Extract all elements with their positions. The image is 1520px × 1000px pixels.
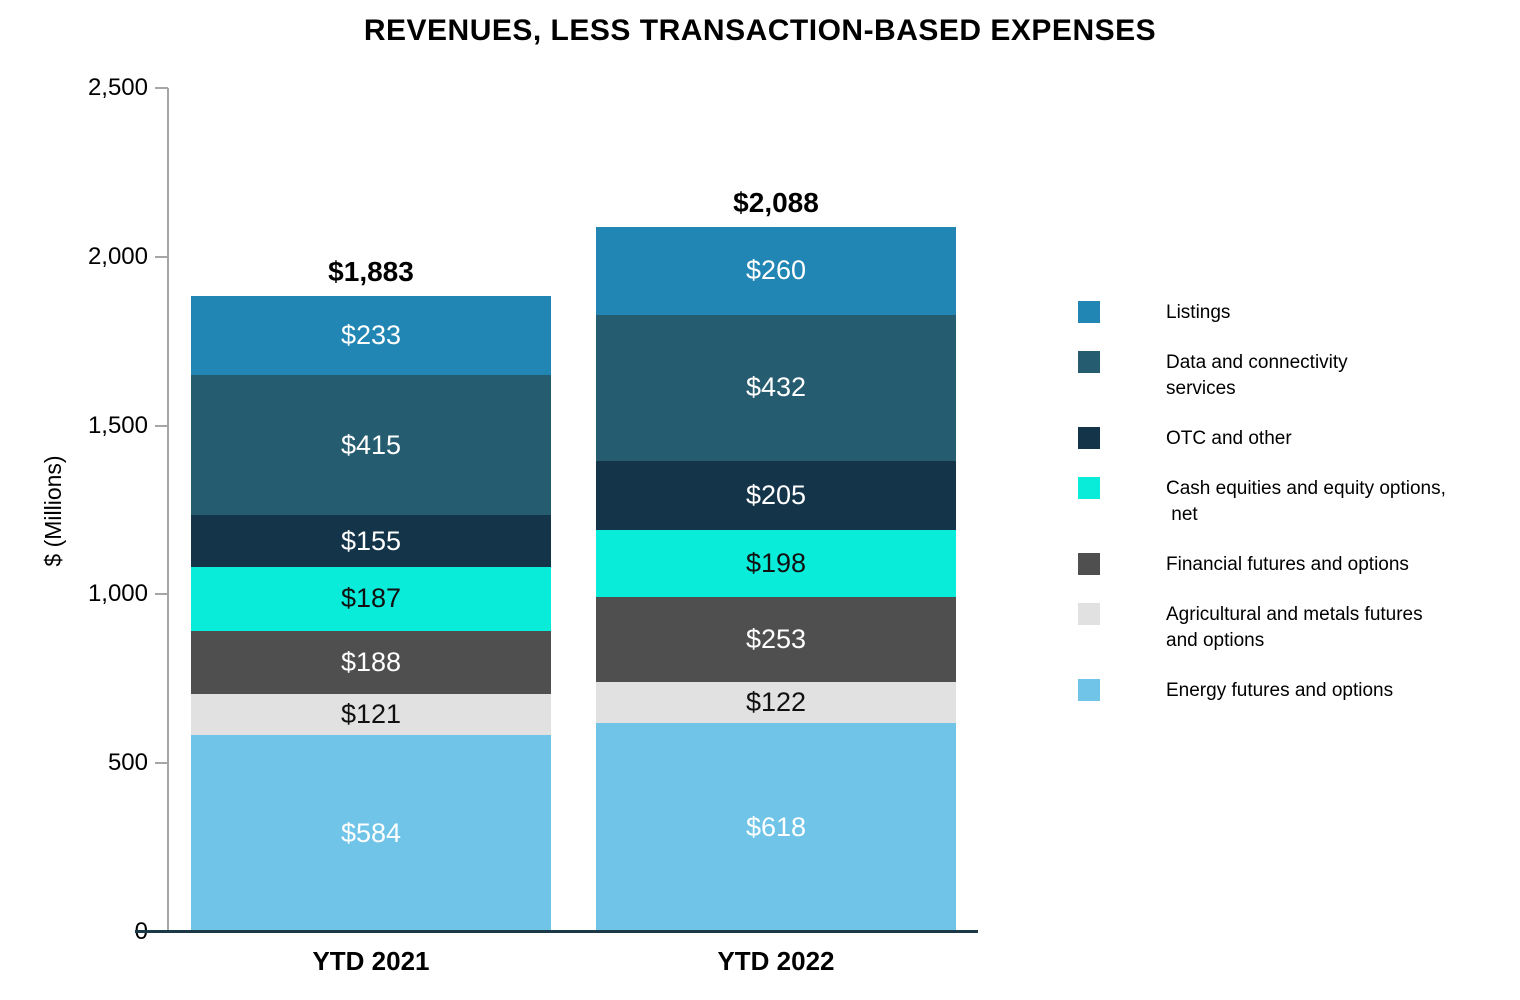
bar-segment: $415 [191,374,551,516]
legend-swatch [1078,679,1100,701]
x-category-label: YTD 2022 [717,946,835,976]
y-tick-mark [155,762,168,765]
y-tick-label: 500 [107,749,148,777]
bar-segment: $233 [191,296,551,375]
legend-label: Agricultural and metals futures and opti… [1166,604,1423,651]
y-axis-line [167,88,169,933]
legend-swatch [1078,553,1100,575]
y-tick-mark [155,87,168,89]
bar-segment: $205 [596,460,956,530]
segment-value-label: $198 [745,547,807,578]
bar-segment: $122 [596,682,956,724]
bar-segment: $121 [191,693,551,735]
segment-value-label: $188 [340,646,402,677]
segment-value-label: $584 [340,817,402,848]
legend-label: Financial futures and options [1166,554,1409,575]
segment-value-label: $618 [745,812,807,843]
bar-segment: $198 [596,529,956,597]
y-tick-mark [155,424,168,427]
legend-item: Energy futures and options [1078,678,1446,704]
legend-label: Listings [1166,302,1231,323]
y-tick-label: 1,500 [87,411,148,439]
legend-swatch [1078,351,1100,373]
bar-segment: $432 [596,314,956,461]
segment-value-label: $155 [340,525,402,556]
bar-total-label: $1,883 [328,256,414,288]
bar-segment: $260 [596,227,956,315]
y-tick-mark [155,255,168,258]
legend-label: Data and connectivity services [1166,352,1348,399]
bar-total-label: $2,088 [733,187,819,219]
y-tick-label: 2,000 [87,242,148,270]
segment-value-label: $432 [745,372,807,403]
legend-item: OTC and other [1078,426,1446,452]
legend-label: Cash equities and equity options, net [1166,478,1446,525]
legend: Listings Data and connectivity services OT… [1078,300,1446,704]
y-tick-label: 2,500 [87,74,148,101]
legend-item: Financial futures and options [1078,552,1446,578]
segment-value-label: $260 [745,255,807,286]
bar-segment: $188 [191,630,551,694]
legend-label: OTC and other [1166,428,1292,449]
segment-value-label: $122 [745,687,807,718]
y-tick-mark [155,593,168,596]
legend-item: Listings [1078,300,1446,326]
segment-value-label: $187 [340,583,402,614]
bar-segment: $253 [596,596,956,683]
y-axis-title: $ (Millions) [40,455,66,567]
segment-value-label: $253 [745,623,807,654]
y-tick-label: 1,000 [87,580,148,608]
legend-item: Cash equities and equity options, net [1078,476,1446,528]
bar-segment: $584 [191,734,551,932]
stacked-bar: $260 $432 $205 $198 $253 $122 $618 [596,227,956,932]
y-tick-label: 0 [0,918,148,946]
legend-item: Data and connectivity services [1078,350,1446,402]
segment-value-label: $205 [745,479,807,510]
segment-value-label: $121 [340,698,402,729]
legend-item: Agricultural and metals futures and opti… [1078,602,1446,654]
segment-value-label: $415 [340,429,402,460]
stacked-bar: $233 $415 $155 $187 $188 $121 $584 [191,296,551,932]
bar-segment: $618 [596,723,956,932]
bar-segment: $187 [191,567,551,631]
legend-label: Energy futures and options [1166,680,1394,701]
x-axis-line [135,930,978,933]
chart-title: REVENUES, LESS TRANSACTION-BASED EXPENSE… [363,14,1157,47]
bar-segment: $155 [191,515,551,568]
legend-swatch [1078,603,1100,625]
legend-swatch [1078,301,1100,323]
segment-value-label: $233 [340,320,402,351]
legend-swatch [1078,427,1100,449]
legend-swatch [1078,477,1100,499]
x-category-label: YTD 2021 [312,946,430,976]
